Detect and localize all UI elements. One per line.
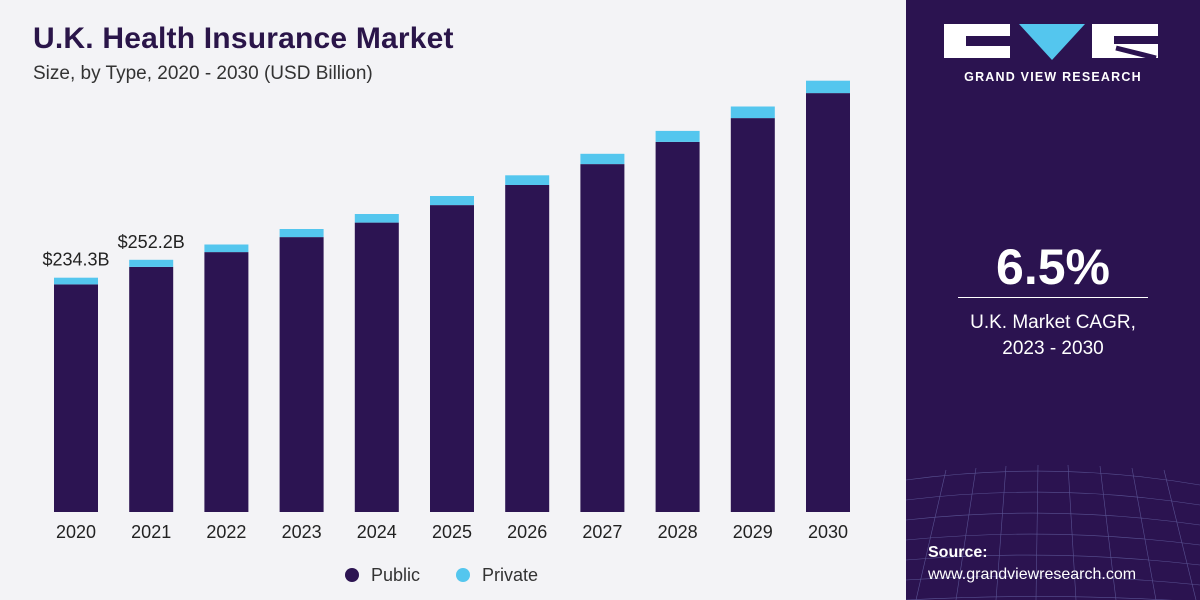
- bar-private-2027: [580, 153, 625, 165]
- bar-private-2020: [54, 277, 98, 285]
- bar-public-2022: [204, 252, 249, 512]
- legend-swatch-public: [345, 568, 359, 582]
- data-label-2020: $234.3B: [42, 250, 109, 270]
- cagr-label-line1: U.K. Market CAGR,: [970, 312, 1136, 333]
- x-tick-label-2023: 2023: [282, 522, 322, 542]
- legend-label-public: Public: [371, 564, 421, 585]
- bar-public-2028: [655, 141, 700, 512]
- brand-name: GRAND VIEW RESEARCH: [964, 70, 1142, 84]
- cagr-label-line2: 2023 - 2030: [1002, 338, 1104, 359]
- bar-public-2023: [279, 237, 324, 512]
- bar-public-2026: [505, 185, 550, 512]
- side-panel: GRAND VIEW RESEARCH 6.5% U.K. Market CAG…: [906, 0, 1200, 600]
- bar-private-2026: [505, 175, 550, 185]
- decorative-grid-graphic: [906, 464, 1200, 600]
- bar-public-2030: [806, 93, 850, 512]
- x-tick-label-2027: 2027: [582, 522, 622, 542]
- chart-area: U.K. Health Insurance Market Size, by Ty…: [0, 0, 906, 600]
- x-tick-label-2025: 2025: [432, 522, 472, 542]
- bar-public-2025: [430, 205, 474, 512]
- bar-public-2029: [730, 118, 775, 512]
- bar-private-2022: [204, 244, 249, 253]
- x-tick-label-2022: 2022: [206, 522, 246, 542]
- bar-private-2030: [806, 80, 850, 94]
- legend-item-public: Public: [345, 565, 420, 586]
- legend-label-private: Private: [482, 564, 539, 585]
- bar-public-2027: [580, 164, 625, 512]
- bar-private-2029: [730, 106, 775, 119]
- bar-public-2021: [129, 266, 174, 512]
- x-tick-label-2026: 2026: [507, 522, 547, 542]
- bar-private-2021: [129, 259, 174, 267]
- x-tick-label-2030: 2030: [808, 522, 848, 542]
- x-tick-label-2020: 2020: [56, 522, 96, 542]
- cagr-label: U.K. Market CAGR, 2023 - 2030: [906, 310, 1200, 362]
- cagr-divider: [958, 297, 1148, 298]
- gvr-logo-icon: [944, 24, 1158, 61]
- cagr-value: 6.5%: [996, 239, 1110, 295]
- bar-private-2023: [279, 229, 324, 238]
- bar-private-2028: [655, 130, 700, 142]
- chart-subtitle: Size, by Type, 2020 - 2030 (USD Billion): [33, 63, 373, 84]
- legend-item-private: Private: [456, 565, 538, 586]
- source-label: Source:: [928, 544, 988, 561]
- x-tick-label-2029: 2029: [733, 522, 773, 542]
- bar-private-2025: [430, 196, 474, 206]
- chart-title: U.K. Health Insurance Market: [33, 22, 454, 55]
- source-url[interactable]: www.grandviewresearch.com: [928, 566, 1137, 583]
- x-tick-label-2024: 2024: [357, 522, 397, 542]
- data-label-2021: $252.2B: [118, 232, 185, 252]
- x-tick-label-2028: 2028: [658, 522, 698, 542]
- x-tick-label-2021: 2021: [131, 522, 171, 542]
- legend-swatch-private: [456, 568, 471, 582]
- bar-private-2024: [354, 214, 399, 223]
- chart-legend: Public Private: [345, 563, 538, 587]
- bar-chart: 2020 2021 2022 2023 2024 2025 2026 2027 2028 2029…: [42, 80, 850, 542]
- bar-public-2024: [354, 222, 399, 512]
- bar-public-2020: [54, 284, 98, 512]
